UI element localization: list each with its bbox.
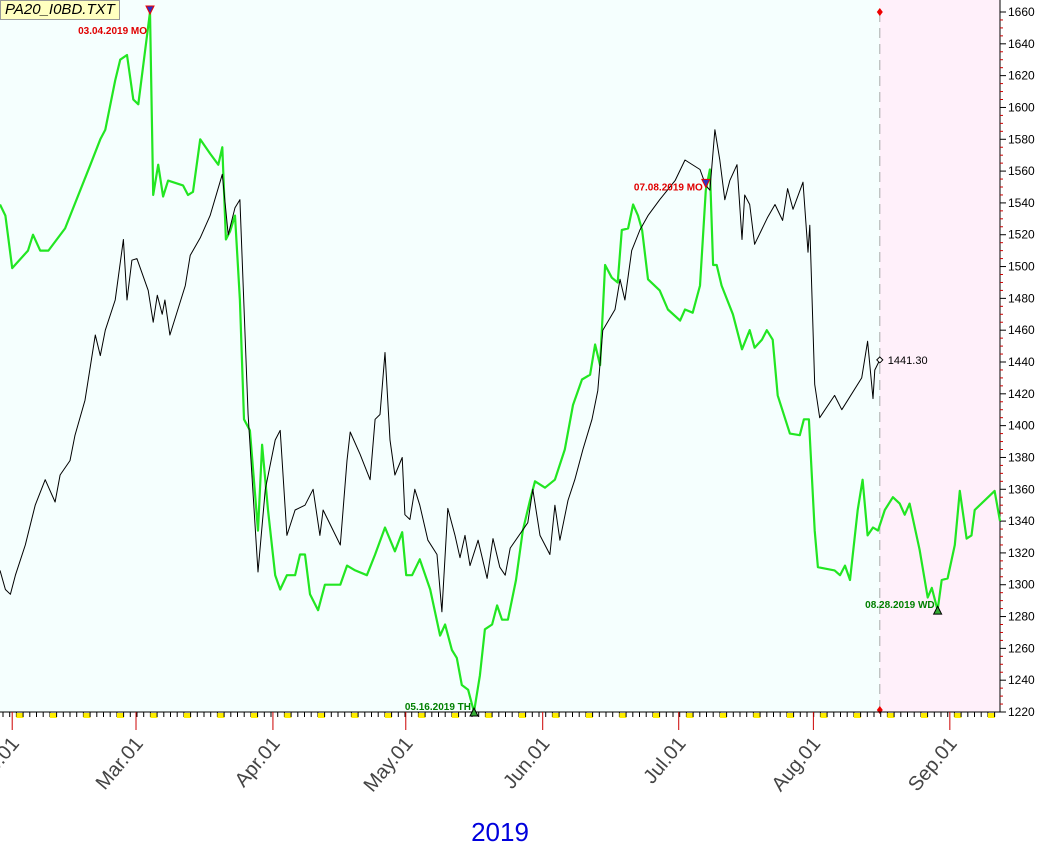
week-marker <box>384 713 392 718</box>
x-tick-label: Aug.01 <box>768 733 826 796</box>
week-marker <box>753 713 761 718</box>
y-tick-label: 1260 <box>1008 641 1035 655</box>
y-tick-label: 1460 <box>1008 323 1035 337</box>
series-line-price <box>0 129 881 613</box>
chart-title: PA20_I0BD.TXT <box>0 0 120 20</box>
y-tick-label: 1580 <box>1008 132 1035 146</box>
week-marker <box>552 713 560 718</box>
week-marker <box>987 713 995 718</box>
week-marker <box>351 713 359 718</box>
plot-background <box>0 0 880 712</box>
week-marker <box>920 713 928 718</box>
week-marker <box>954 713 962 718</box>
week-marker <box>820 713 828 718</box>
week-marker <box>887 713 895 718</box>
week-marker <box>719 713 727 718</box>
y-tick-label: 1220 <box>1008 705 1035 719</box>
trough-annotation: 08.28.2019 WD <box>865 600 935 611</box>
y-tick-label: 1380 <box>1008 450 1035 464</box>
last-value-label: 1441.30 <box>888 355 928 367</box>
week-marker <box>853 713 861 718</box>
week-marker <box>49 713 57 718</box>
last-value-marker <box>876 356 884 364</box>
week-marker <box>16 713 24 718</box>
week-marker <box>418 713 426 718</box>
x-tick-label: May.01 <box>360 733 418 796</box>
x-tick-label: Mar.01 <box>92 733 148 794</box>
week-marker <box>686 713 694 718</box>
y-tick-label: 1340 <box>1008 514 1035 528</box>
y-tick-label: 1640 <box>1008 37 1035 51</box>
diamond-marker <box>876 8 883 16</box>
y-tick-label: 1520 <box>1008 228 1035 242</box>
y-tick-label: 1400 <box>1008 419 1035 433</box>
y-tick-label: 1500 <box>1008 260 1035 274</box>
y-tick-label: 1360 <box>1008 482 1035 496</box>
week-marker <box>485 713 493 718</box>
week-marker <box>250 713 258 718</box>
week-marker <box>83 713 91 718</box>
y-tick-label: 1480 <box>1008 291 1035 305</box>
week-marker <box>518 713 526 718</box>
week-marker <box>652 713 660 718</box>
y-tick-label: 1240 <box>1008 673 1035 687</box>
trough-marker-icon <box>469 706 479 717</box>
week-marker <box>183 713 191 718</box>
y-tick-label: 1620 <box>1008 69 1035 83</box>
week-marker <box>284 713 292 718</box>
week-marker <box>317 713 325 718</box>
trough-marker-icon <box>932 605 943 615</box>
y-tick-label: 1300 <box>1008 578 1035 592</box>
x-tick-label: Jul.01 <box>639 733 690 788</box>
week-marker <box>116 713 124 718</box>
week-marker <box>150 713 158 718</box>
week-marker <box>585 713 593 718</box>
x-tick-label: Feb.01 <box>0 733 24 795</box>
y-tick-label: 1660 <box>1008 5 1035 19</box>
y-tick-label: 1540 <box>1008 196 1035 210</box>
week-marker <box>786 713 794 718</box>
week-marker <box>619 713 627 718</box>
y-tick-label: 1420 <box>1008 387 1035 401</box>
x-tick-label: Apr.01 <box>231 733 285 791</box>
y-tick-label: 1440 <box>1008 355 1035 369</box>
x-tick-label: Sep.01 <box>904 733 962 796</box>
y-tick-label: 1600 <box>1008 100 1035 114</box>
y-tick-label: 1560 <box>1008 164 1035 178</box>
x-axis-label: 2019 <box>471 817 529 847</box>
trough-annotation: 05.16.2019 TH <box>405 702 471 713</box>
y-tick-label: 1320 <box>1008 546 1035 560</box>
peak-annotation: 07.08.2019 MO <box>634 182 703 193</box>
peak-marker-icon <box>701 178 711 189</box>
y-tick-label: 1280 <box>1008 610 1035 624</box>
x-tick-label: Jun.01 <box>499 733 554 793</box>
series-line-projection <box>0 10 1002 714</box>
peak-annotation: 03.04.2019 MO <box>78 26 147 37</box>
week-marker <box>451 713 459 718</box>
week-marker <box>217 713 225 718</box>
peak-marker-icon <box>145 5 155 16</box>
